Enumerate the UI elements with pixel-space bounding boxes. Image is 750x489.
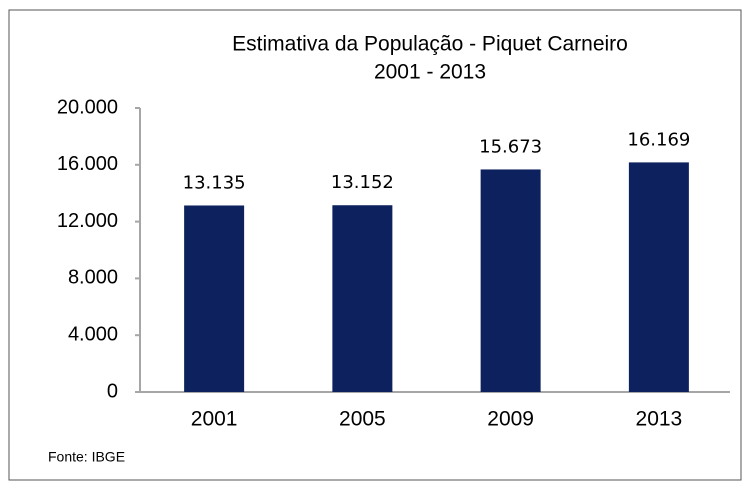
x-tick-label: 2013 bbox=[636, 408, 683, 431]
frame bbox=[8, 9, 742, 481]
y-tick-label: 16.000 bbox=[57, 153, 118, 175]
data-label: 16.169 bbox=[627, 129, 690, 150]
data-label: 15.673 bbox=[479, 136, 542, 157]
bar bbox=[628, 162, 689, 392]
x-tick-label: 2005 bbox=[339, 408, 386, 431]
chart-title: Estimativa da População - Piquet Carneir… bbox=[232, 33, 628, 56]
chart-subtitle: 2001 - 2013 bbox=[374, 61, 486, 84]
bar bbox=[184, 205, 245, 392]
y-tick-label: 4.000 bbox=[68, 323, 118, 345]
y-tick-label: 0 bbox=[107, 380, 118, 402]
y-tick-label: 12.000 bbox=[57, 210, 118, 232]
x-tick-label: 2009 bbox=[487, 408, 534, 431]
data-label: 13.135 bbox=[183, 172, 246, 193]
bar bbox=[480, 169, 541, 392]
source: Fonte: IBGE bbox=[48, 449, 125, 465]
bar bbox=[332, 205, 393, 392]
y-tick-label: 8.000 bbox=[68, 267, 118, 289]
data-label: 13.152 bbox=[331, 172, 394, 193]
x-tick-label: 2001 bbox=[191, 408, 238, 431]
y-tick-label: 20.000 bbox=[57, 96, 118, 118]
